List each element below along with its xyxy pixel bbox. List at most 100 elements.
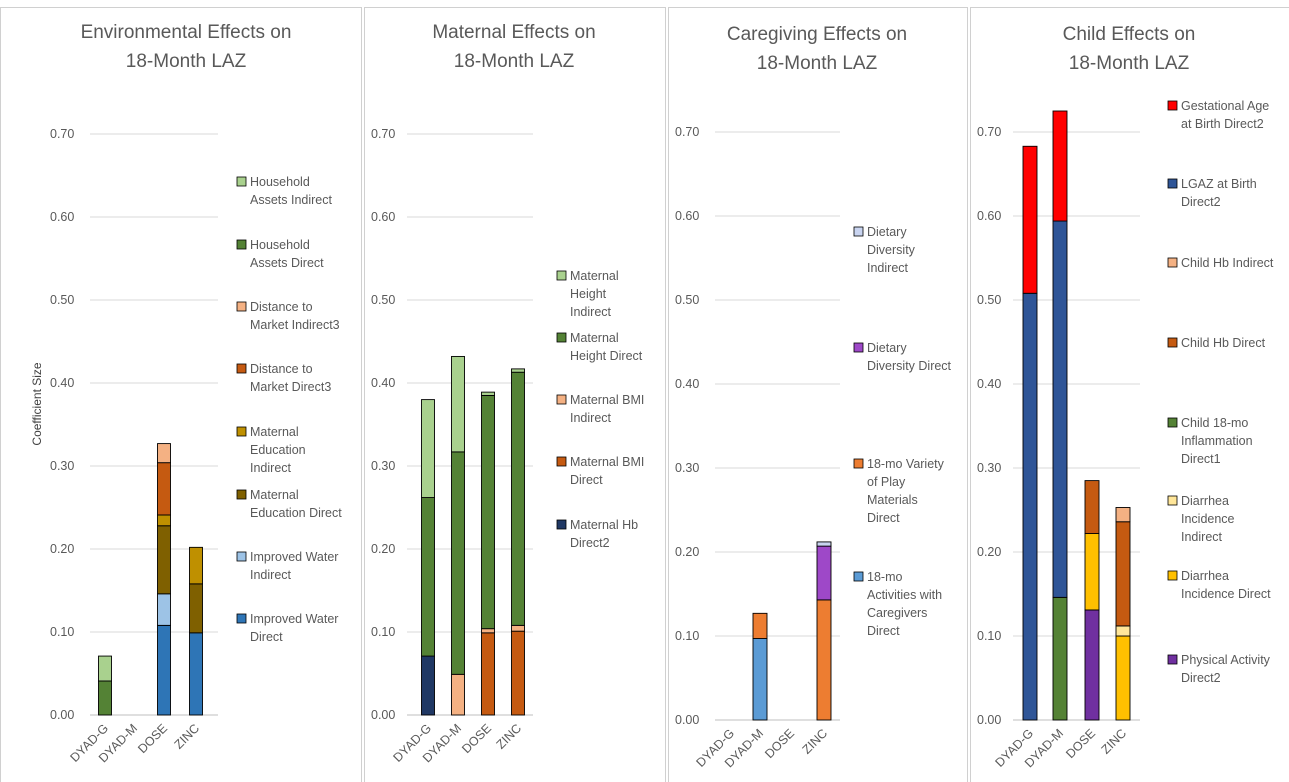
bar-segment-dyad-m-child-18-mo-inflammation-direct1 — [1052, 596, 1068, 721]
y-tick-label: 0.60 — [50, 210, 74, 224]
bar-segment-dose-maternal-education-indirect — [157, 514, 171, 527]
bar-segment-zinc-diarrhea-incidence-indirect — [1115, 625, 1131, 637]
bar-segment-zinc-maternal-bmi-indirect — [511, 624, 525, 632]
legend-swatch — [1167, 495, 1178, 506]
legend-label: Child Hb Direct — [1181, 336, 1266, 350]
legend-label: Direct — [250, 630, 283, 644]
legend-label: 18-mo Variety — [867, 457, 945, 471]
legend-label: Direct2 — [1181, 671, 1221, 685]
y-tick-label: 0.50 — [977, 293, 1001, 307]
legend-label: Indirect — [250, 568, 292, 582]
legend-swatch — [1167, 654, 1178, 665]
x-tick-label: DOSE — [459, 721, 494, 756]
y-axis-label: Coefficient Size — [30, 362, 44, 445]
legend-swatch — [236, 363, 247, 374]
bar-segment-zinc-child-hb-direct — [1115, 521, 1131, 627]
legend-label: Physical Activity — [1181, 653, 1271, 667]
bar-segment-dyad-g-household-assets-direct — [98, 680, 112, 716]
legend-swatch — [556, 394, 567, 405]
legend-swatch — [853, 571, 864, 582]
y-tick-label: 0.60 — [675, 209, 699, 223]
bar-segment-dyad-m-gestational-age-at-birth-direct2 — [1052, 110, 1068, 222]
legend-label: at Birth Direct2 — [1181, 117, 1264, 131]
legend-label: Improved Water — [250, 550, 338, 564]
bar-segment-dose-improved-water-indirect — [157, 593, 171, 626]
legend-swatch — [556, 519, 567, 530]
legend-label: Direct2 — [1181, 195, 1221, 209]
legend-label: Gestational Age — [1181, 99, 1269, 113]
legend-label: Height Direct — [570, 349, 643, 363]
legend-label: Diversity — [867, 243, 916, 257]
legend-swatch — [1167, 417, 1178, 428]
legend-label: Assets Direct — [250, 256, 324, 270]
legend-label: Caregivers — [867, 606, 927, 620]
legend-swatch — [1167, 178, 1178, 189]
legend-label: Child Hb Indirect — [1181, 256, 1274, 270]
legend-swatch — [853, 226, 864, 237]
legend-label: Materials — [867, 493, 918, 507]
legend-swatch — [236, 489, 247, 500]
chart-title-line: 18-Month LAZ — [454, 51, 575, 72]
legend-label: Household — [250, 175, 310, 189]
y-tick-label: 0.00 — [675, 713, 699, 727]
legend-label: Dietary — [867, 341, 907, 355]
legend-label: Maternal BMI — [570, 393, 644, 407]
panel-border — [364, 7, 666, 782]
legend-label: Indirect — [570, 411, 612, 425]
y-tick-label: 0.30 — [371, 459, 395, 473]
legend-swatch — [236, 426, 247, 437]
legend-label: Diarrhea — [1181, 494, 1229, 508]
bar-segment-zinc-dietary-diversity-indirect — [816, 541, 832, 547]
legend-label: Diarrhea — [1181, 569, 1229, 583]
y-tick-label: 0.70 — [977, 125, 1001, 139]
bar-segment-zinc-diarrhea-incidence-direct — [1115, 635, 1131, 721]
bar-segment-dose-maternal-bmi-direct — [481, 632, 495, 716]
legend-label: Direct2 — [570, 536, 610, 550]
legend-label: Maternal — [250, 425, 299, 439]
y-tick-label: 0.40 — [50, 376, 74, 390]
legend-label: Inflammation — [1181, 434, 1253, 448]
y-tick-label: 0.40 — [675, 377, 699, 391]
legend-label: Child 18-mo — [1181, 416, 1248, 430]
legend-label: Household — [250, 238, 310, 252]
y-tick-label: 0.30 — [50, 459, 74, 473]
bar-segment-dyad-m-maternal-height-indirect — [451, 355, 465, 453]
bar-segment-dose-improved-water-direct — [157, 624, 171, 716]
legend-label: LGAZ at Birth — [1181, 177, 1257, 191]
bar-segment-dose-maternal-bmi-indirect — [481, 628, 495, 634]
x-tick-label: ZINC — [494, 721, 525, 752]
y-tick-label: 0.10 — [675, 629, 699, 643]
legend-label: Distance to — [250, 300, 313, 314]
legend-label: Indirect — [867, 261, 909, 275]
legend-label: Distance to — [250, 362, 313, 376]
legend-label: Maternal Hb — [570, 518, 638, 532]
bar-segment-dyad-m-18-mo-variety-of-play-materials-direct — [752, 612, 768, 639]
x-tick-label: ZINC — [1099, 726, 1130, 757]
panel-border — [0, 7, 362, 782]
chart-title-line: 18-Month LAZ — [126, 51, 247, 72]
legend-label: Assets Indirect — [250, 193, 333, 207]
x-tick-label: ZINC — [172, 721, 203, 752]
bar-segment-dyad-g-gestational-age-at-birth-direct2 — [1022, 145, 1038, 294]
y-tick-label: 0.20 — [50, 542, 74, 556]
chart-title-line: 18-Month LAZ — [757, 53, 878, 74]
legend-label: Direct1 — [1181, 452, 1221, 466]
bar-segment-dyad-g-maternal-height-indirect — [421, 399, 435, 498]
bar-segment-dose-maternal-education-direct — [157, 525, 171, 595]
bar-segment-zinc-improved-water-direct — [189, 632, 203, 716]
bar-segment-zinc-18-mo-variety-of-play-materials-direct — [816, 599, 832, 721]
y-tick-label: 0.00 — [50, 708, 74, 722]
legend-swatch — [556, 456, 567, 467]
y-tick-label: 0.50 — [675, 293, 699, 307]
y-tick-label: 0.30 — [675, 461, 699, 475]
chart-panel-2: Maternal Effects on 18-Month LAZ 0.00 0.10 0… — [364, 7, 666, 782]
legend-label: Maternal — [250, 488, 299, 502]
chart-title-line: 18-Month LAZ — [1069, 53, 1190, 74]
bar-segment-dyad-m-lgaz-at-birth-direct2 — [1052, 220, 1068, 598]
legend-label: Incidence Direct — [1181, 587, 1271, 601]
bar-segment-dyad-g-maternal-hb-direct2 — [421, 655, 435, 716]
y-tick-label: 0.50 — [371, 293, 395, 307]
legend-label: Market Indirect3 — [250, 318, 340, 332]
legend-label: Direct — [570, 473, 603, 487]
y-tick-label: 0.70 — [50, 127, 74, 141]
